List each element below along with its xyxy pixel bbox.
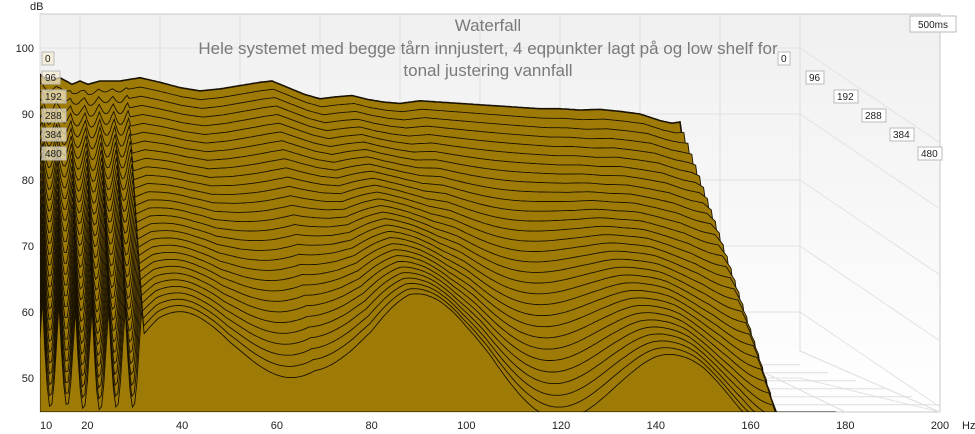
time-label: 480 [45, 149, 62, 160]
time-label-box [861, 108, 887, 123]
time-label-box [41, 89, 67, 104]
time-label-box [41, 51, 55, 66]
x-tick-label: 120 [552, 420, 570, 432]
x-tick-label: 200 [931, 420, 949, 432]
time-label: 288 [865, 111, 882, 122]
time-label-box [41, 70, 61, 85]
time-label: 288 [45, 111, 62, 122]
x-tick-label: 180 [836, 420, 854, 432]
waterfall-slice [40, 293, 836, 412]
y-tick-label: 80 [22, 175, 34, 187]
time-window-label: 500ms [918, 20, 948, 31]
time-label-box [805, 70, 825, 85]
grid-line-side [799, 311, 941, 408]
time-label: 0 [781, 54, 787, 65]
time-label: 192 [837, 92, 854, 103]
chart-subtitle-2: tonal justering vannfall [403, 61, 572, 80]
grid-line-side [799, 113, 941, 210]
grid-line-side [799, 377, 941, 413]
time-label-box [41, 146, 67, 161]
time-label-box [833, 89, 859, 104]
x-tick-label: 20 [81, 420, 93, 432]
time-label-box [889, 127, 915, 142]
y-axis-label: dB [30, 1, 43, 13]
time-label: 480 [921, 149, 938, 160]
grid-line-floor [799, 350, 941, 413]
chart-subtitle-1: Hele systemet med begge tårn innjustert,… [198, 39, 778, 58]
grid-line-side [799, 245, 941, 342]
chart-title: Waterfall [455, 16, 521, 35]
time-label: 96 [809, 73, 821, 84]
time-label-box [41, 127, 67, 142]
time-label: 192 [45, 92, 62, 103]
y-tick-label: 100 [16, 43, 34, 55]
x-tick-label: 80 [365, 420, 377, 432]
x-tick-label: 60 [271, 420, 283, 432]
time-window-box [909, 15, 957, 33]
y-tick-label: 90 [22, 109, 34, 121]
x-tick-label: 10 [40, 420, 52, 432]
y-tick-label: 70 [22, 241, 34, 253]
time-labels: 0 0 96 96 192 192 288 288 384 384 480 480 [41, 51, 943, 161]
axes: 10 20 40 60 80 100 120 140 160 180 200 Hz 100 90 80 70 6… [16, 43, 975, 432]
time-label-box [777, 51, 791, 66]
waterfall-slices [40, 73, 836, 412]
time-label-box [41, 108, 67, 123]
time-label-box [917, 146, 943, 161]
time-label: 0 [45, 54, 51, 65]
time-label: 96 [45, 73, 57, 84]
x-tick-label: 100 [457, 420, 475, 432]
time-label: 384 [45, 130, 62, 141]
grid-line-side [799, 179, 941, 276]
y-tick-label: 50 [22, 373, 34, 385]
time-label: 384 [893, 130, 910, 141]
y-tick-label: 60 [22, 307, 34, 319]
grid-line-side [799, 47, 941, 144]
x-unit-label: Hz [962, 420, 975, 432]
x-tick-label: 140 [647, 420, 665, 432]
x-tick-label: 160 [741, 420, 759, 432]
x-tick-label: 40 [176, 420, 188, 432]
